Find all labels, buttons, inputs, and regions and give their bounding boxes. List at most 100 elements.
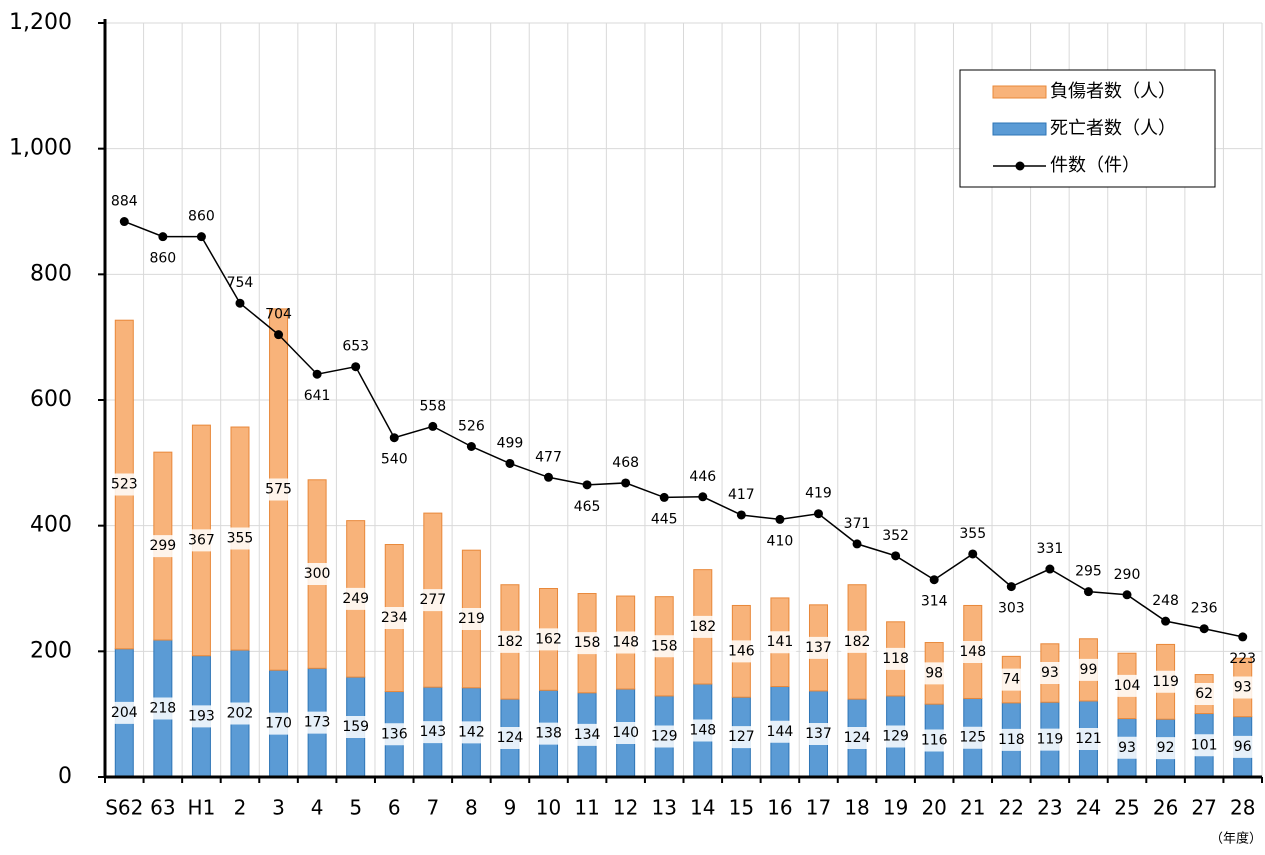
value-label-bg bbox=[491, 630, 528, 653]
line-value-label: 417 bbox=[728, 487, 755, 503]
line-value-label: 303 bbox=[998, 601, 1025, 617]
x-tick-label: 26 bbox=[1153, 796, 1178, 820]
x-tick-label: 7 bbox=[426, 796, 439, 820]
x-tick-label: 63 bbox=[150, 796, 175, 820]
value-label: 204 bbox=[111, 705, 138, 721]
x-tick-label: 23 bbox=[1037, 796, 1062, 820]
line-value-label: 641 bbox=[304, 388, 331, 404]
y-tick-label: 600 bbox=[30, 387, 72, 412]
value-label: 118 bbox=[882, 651, 909, 667]
point bbox=[582, 480, 592, 490]
value-label: 124 bbox=[497, 730, 524, 746]
value-label: 219 bbox=[458, 611, 485, 627]
value-label: 249 bbox=[342, 591, 369, 607]
x-tick-label: S62 bbox=[105, 796, 143, 820]
line-value-label: 653 bbox=[342, 339, 369, 355]
point bbox=[929, 575, 939, 585]
line-value-label: 704 bbox=[265, 307, 292, 323]
line-value-label: 419 bbox=[805, 486, 832, 502]
x-tick-label: 27 bbox=[1191, 796, 1216, 820]
line-value-label: 884 bbox=[111, 194, 138, 210]
line-value-label: 352 bbox=[882, 528, 909, 544]
value-label: 93 bbox=[1041, 665, 1059, 681]
x-tick-label: 2 bbox=[234, 796, 247, 820]
value-label: 277 bbox=[419, 592, 446, 608]
y-tick-label: 0 bbox=[58, 764, 72, 789]
value-label: 202 bbox=[227, 706, 254, 722]
point bbox=[1199, 624, 1209, 634]
value-label-bg bbox=[916, 662, 953, 685]
value-label-bg bbox=[916, 729, 953, 752]
value-label-bg bbox=[954, 726, 991, 749]
value-label: 141 bbox=[767, 634, 794, 650]
point bbox=[621, 478, 631, 488]
value-label: 137 bbox=[805, 640, 832, 656]
value-label-bg bbox=[993, 668, 1030, 691]
value-label-bg bbox=[839, 727, 876, 750]
value-label-bg bbox=[183, 529, 220, 552]
point bbox=[968, 549, 978, 559]
point bbox=[1161, 616, 1171, 626]
value-label-bg bbox=[299, 711, 336, 734]
x-tick-label: 15 bbox=[729, 796, 754, 820]
line-value-label: 526 bbox=[458, 418, 485, 434]
value-label: 134 bbox=[574, 727, 601, 743]
value-label: 93 bbox=[1118, 740, 1136, 756]
value-label-bg bbox=[761, 631, 798, 654]
value-label-bg bbox=[1109, 674, 1146, 697]
point bbox=[852, 539, 862, 549]
value-label-bg bbox=[877, 725, 914, 748]
y-tick-label: 800 bbox=[30, 261, 72, 286]
line-value-label: 477 bbox=[535, 449, 562, 465]
value-label-bg bbox=[877, 647, 914, 670]
value-label-bg bbox=[723, 640, 760, 663]
point bbox=[698, 492, 708, 502]
x-tick-label: 20 bbox=[921, 796, 946, 820]
value-label: 182 bbox=[497, 634, 524, 650]
value-label-bg bbox=[260, 478, 297, 501]
x-tick-label: 13 bbox=[651, 796, 676, 820]
value-label: 218 bbox=[149, 701, 176, 717]
value-label: 355 bbox=[227, 531, 254, 547]
point bbox=[119, 217, 129, 227]
line-value-label: 499 bbox=[497, 435, 524, 451]
x-tick-label: 14 bbox=[690, 796, 715, 820]
value-label: 92 bbox=[1157, 740, 1175, 756]
value-label: 148 bbox=[689, 723, 716, 739]
value-label: 129 bbox=[882, 728, 909, 744]
legend-swatch bbox=[992, 85, 1047, 99]
value-label-bg bbox=[800, 636, 837, 659]
value-label: 98 bbox=[925, 665, 943, 681]
value-label: 140 bbox=[612, 725, 639, 741]
value-label: 367 bbox=[188, 532, 215, 548]
value-label: 158 bbox=[574, 635, 601, 651]
point bbox=[235, 298, 245, 308]
value-label-bg bbox=[260, 712, 297, 735]
value-label-bg bbox=[376, 723, 413, 746]
value-label-bg bbox=[491, 727, 528, 750]
value-label-bg bbox=[337, 587, 374, 610]
value-label: 118 bbox=[998, 732, 1025, 748]
point bbox=[1122, 590, 1132, 600]
line-value-label: 314 bbox=[921, 594, 948, 610]
value-label: 119 bbox=[1037, 732, 1064, 748]
value-label-bg bbox=[607, 722, 644, 745]
legend-label: 負傷者数（人） bbox=[1050, 81, 1176, 102]
y-tick-label: 200 bbox=[30, 638, 72, 663]
value-label: 96 bbox=[1234, 739, 1252, 755]
value-label: 127 bbox=[728, 729, 755, 745]
value-label: 137 bbox=[805, 726, 832, 742]
value-label: 124 bbox=[844, 730, 871, 746]
value-label: 523 bbox=[111, 477, 138, 493]
value-label-bg bbox=[414, 589, 451, 612]
point bbox=[775, 514, 785, 524]
value-label: 162 bbox=[535, 631, 562, 647]
x-tick-label: 8 bbox=[465, 796, 478, 820]
value-label-bg bbox=[1147, 670, 1184, 693]
point bbox=[312, 369, 322, 379]
point bbox=[351, 362, 361, 372]
value-label-bg bbox=[839, 630, 876, 653]
point bbox=[1238, 632, 1248, 642]
value-label: 144 bbox=[767, 724, 794, 740]
